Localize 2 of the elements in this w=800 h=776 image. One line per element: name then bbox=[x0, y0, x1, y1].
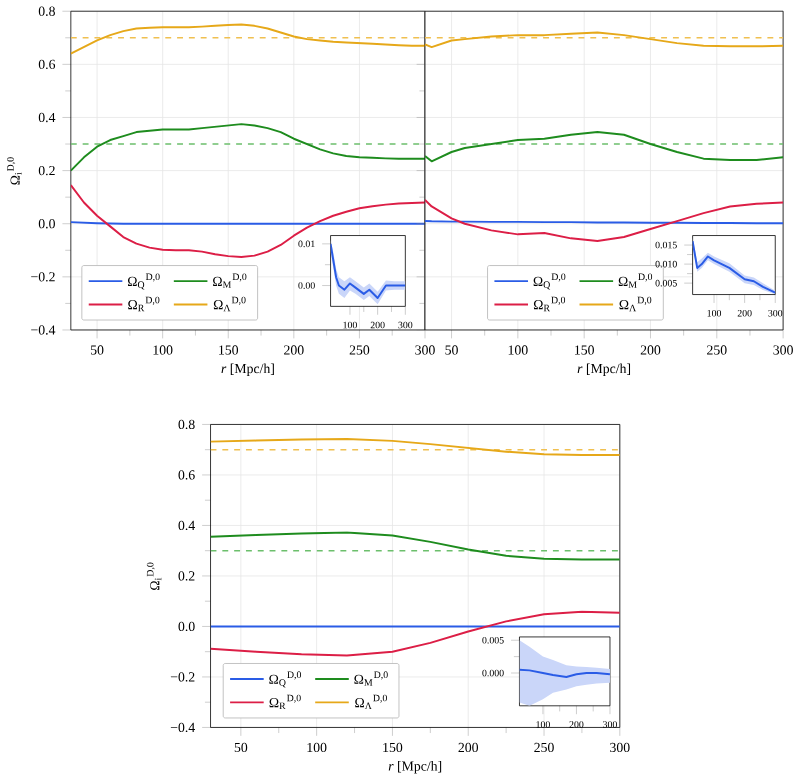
line-series bbox=[210, 611, 620, 657]
line-series bbox=[210, 531, 620, 561]
